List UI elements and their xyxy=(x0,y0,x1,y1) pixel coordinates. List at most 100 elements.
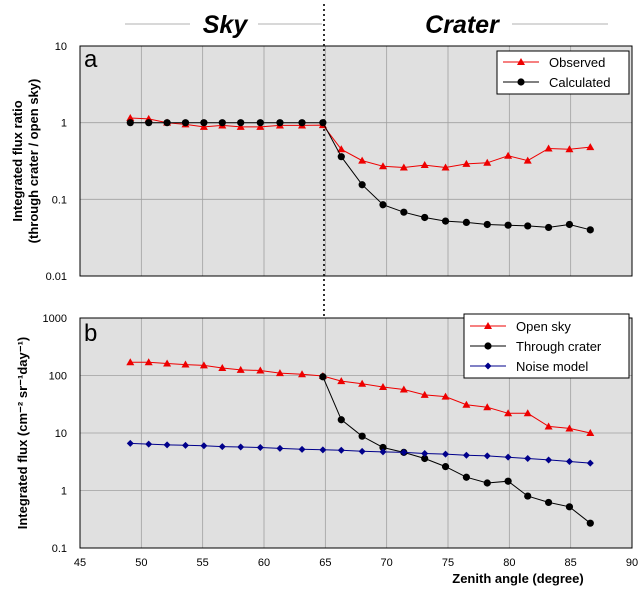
panel-b-y-label: Integrated flux (cm⁻² sr⁻¹day⁻¹) xyxy=(15,337,30,530)
panel-a-legend-box xyxy=(496,50,630,95)
noise-model-point xyxy=(276,444,284,452)
open-sky-point xyxy=(523,409,532,417)
panel-a-letter: a xyxy=(84,46,98,73)
open-sky-point xyxy=(483,403,492,411)
open-sky-point xyxy=(420,390,429,398)
open-sky-point xyxy=(218,364,227,372)
noise-model-point xyxy=(504,453,512,461)
open-sky-point xyxy=(378,383,387,391)
x-tick-label: 60 xyxy=(258,557,270,569)
calculated-point xyxy=(200,119,208,127)
calculated-point xyxy=(400,208,408,216)
open-sky-point xyxy=(399,385,408,393)
noise-model-point xyxy=(319,446,327,454)
through-crater-point xyxy=(358,432,366,440)
panel-b-y-tick-label: 100 xyxy=(49,371,67,383)
observed-point xyxy=(523,156,532,164)
panel-b-letter: b xyxy=(84,320,97,347)
calculated-point xyxy=(298,119,306,127)
observed-point xyxy=(586,143,595,151)
calculated-point xyxy=(504,221,512,229)
open-sky-point xyxy=(236,365,245,373)
crater-region-label: Crater xyxy=(425,11,500,39)
observed-point xyxy=(378,162,387,170)
x-tick-label: 55 xyxy=(197,557,209,569)
calculated-point xyxy=(126,119,134,127)
noise-model-legend-marker xyxy=(484,362,492,370)
observed-point xyxy=(441,163,450,171)
x-tick-label: 75 xyxy=(442,557,454,569)
calculated-point xyxy=(544,223,553,232)
panel-b-frame xyxy=(79,317,633,549)
open-sky-point xyxy=(256,366,265,374)
noise-model-point xyxy=(237,443,245,451)
panel-a-y-tick-labels: 10 1 0.1 0.01 xyxy=(46,41,67,283)
calculated-point xyxy=(379,201,387,209)
panel-a-frame xyxy=(79,45,633,277)
calculated-legend-label: Calculated xyxy=(549,75,610,90)
x-tick-label: 45 xyxy=(74,557,86,569)
x-tick-label: 65 xyxy=(319,557,331,569)
x-tick-label: 50 xyxy=(135,557,147,569)
noise-model-point xyxy=(358,447,366,455)
noise-model-point xyxy=(565,457,573,465)
calculated-point xyxy=(145,119,153,127)
noise-model-point xyxy=(126,439,134,447)
panel-a-series xyxy=(126,114,595,234)
panel-b-y-tick-label: 1000 xyxy=(43,313,67,325)
x-tick-labels: 45 50 55 60 65 70 75 80 85 90 xyxy=(74,557,638,569)
observed-point xyxy=(420,161,429,169)
observed-point xyxy=(544,144,553,152)
observed-point xyxy=(565,145,574,153)
observed-point xyxy=(399,163,408,171)
panel-a-legend-items: Observed Calculated xyxy=(503,55,610,90)
observed-point xyxy=(199,122,208,130)
noise-model-point xyxy=(400,448,408,456)
calculated-legend-marker xyxy=(517,78,525,86)
panel-b-y-tick-label: 10 xyxy=(55,428,67,440)
panel-b-series xyxy=(126,358,595,527)
open-sky-line xyxy=(130,361,591,434)
open-sky-legend-label: Open sky xyxy=(516,319,571,334)
calculated-point xyxy=(256,119,264,127)
open-sky-point xyxy=(298,370,307,378)
x-axis-label: Zenith angle (degree) xyxy=(452,571,583,586)
through-crater-point xyxy=(586,519,594,527)
noise-model-point xyxy=(200,442,208,450)
noise-model-point xyxy=(145,440,153,448)
open-sky-point xyxy=(544,422,553,430)
through-crater-point xyxy=(462,473,470,481)
panel-a: 10 1 0.1 0.01 a Integrated flux ratio (thro… xyxy=(10,41,633,283)
through-crater-point xyxy=(421,454,429,463)
through-crater-point xyxy=(544,498,553,507)
open-sky-point xyxy=(275,369,284,377)
observed-point xyxy=(236,122,245,130)
calculated-point xyxy=(421,213,429,222)
noise-model-point xyxy=(462,451,470,459)
open-sky-point xyxy=(181,360,190,368)
noise-model-legend-label: Noise model xyxy=(516,359,588,374)
through-crater-point xyxy=(441,463,450,471)
calculated-point xyxy=(524,222,532,230)
calculated-point xyxy=(586,226,594,234)
noise-model-point xyxy=(379,448,387,456)
observed-point xyxy=(462,159,471,167)
noise-model-point xyxy=(218,443,226,451)
calculated-point xyxy=(462,218,470,227)
panel-b-legend-items: Open sky Through crater Noise model xyxy=(470,319,602,374)
calculated-point xyxy=(337,153,345,161)
calculated-point xyxy=(565,220,574,229)
panel-a-y-tick-label: 0.01 xyxy=(46,271,67,283)
through-crater-point xyxy=(337,416,345,424)
through-crater-line xyxy=(322,376,591,524)
noise-model-point xyxy=(256,443,264,451)
panel-a-y-tick-label: 0.1 xyxy=(52,194,67,206)
panel-a-gridlines xyxy=(80,46,632,276)
noise-model-point xyxy=(163,441,171,449)
through-crater-legend-marker xyxy=(484,342,492,350)
region-header: Sky Crater xyxy=(125,11,608,39)
panel-b-y-tick-labels: 1000 100 10 1 0.1 xyxy=(43,313,67,555)
x-tick-label: 80 xyxy=(503,557,515,569)
calculated-point xyxy=(276,119,284,127)
